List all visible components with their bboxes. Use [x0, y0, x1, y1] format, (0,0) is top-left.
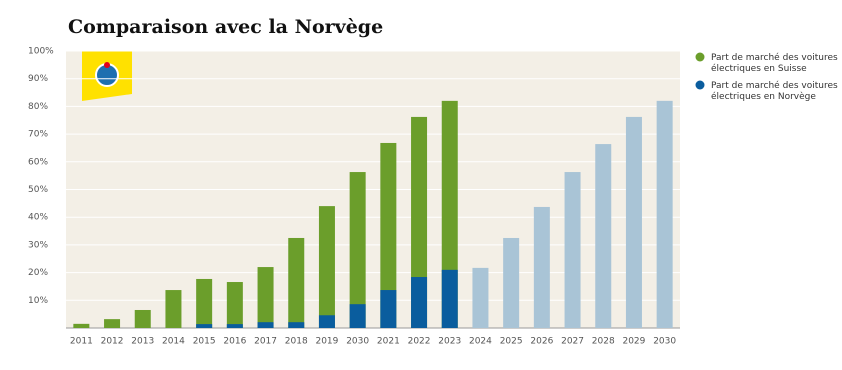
- x-tick-label: 2026: [530, 337, 553, 347]
- bar: [257, 267, 274, 328]
- bar: [318, 206, 335, 328]
- y-tick-label: 50%: [28, 185, 48, 195]
- x-tick-label: 2028: [592, 337, 615, 347]
- y-tick-label: 80%: [28, 102, 48, 112]
- bar: [411, 277, 428, 328]
- x-tick-label: 2013: [131, 337, 154, 347]
- bar: [411, 116, 428, 329]
- x-tick-label: 2011: [70, 337, 93, 347]
- bar: [257, 322, 274, 328]
- bar: [441, 269, 458, 328]
- chart-title: Comparaison avec la Norvège: [68, 16, 383, 38]
- y-tick-label: 10%: [28, 296, 48, 306]
- bar: [380, 142, 397, 328]
- x-tick-label: 2029: [622, 337, 645, 347]
- x-tick-label: 2022: [408, 337, 431, 347]
- bar: [196, 278, 213, 328]
- y-tick-label: 60%: [28, 157, 48, 167]
- y-tick-label: 40%: [28, 213, 48, 223]
- bar: [533, 206, 550, 328]
- x-tick-label: 2021: [377, 337, 400, 347]
- bar: [104, 319, 121, 328]
- bar: [318, 315, 335, 328]
- bar: [288, 322, 305, 328]
- bar: [503, 237, 520, 328]
- x-tick-label: 2024: [469, 337, 492, 347]
- x-tick-label: 2027: [561, 337, 584, 347]
- x-tick-label: 2012: [101, 337, 124, 347]
- bar: [472, 267, 489, 328]
- legend-marker: [695, 52, 705, 62]
- x-tick-label: 2030: [346, 337, 369, 347]
- y-tick-label: 70%: [28, 130, 48, 140]
- bar: [349, 304, 366, 328]
- bar: [564, 172, 581, 328]
- bar: [595, 144, 612, 328]
- legend-marker: [695, 80, 705, 90]
- bar: [656, 100, 673, 328]
- bar: [165, 290, 182, 328]
- y-tick-label: 100%: [28, 47, 54, 57]
- logo: [82, 51, 132, 101]
- bar: [288, 237, 305, 328]
- y-tick-label: 30%: [28, 240, 48, 250]
- x-tick-label: 2014: [162, 337, 185, 347]
- bar: [226, 324, 243, 328]
- bar: [134, 309, 151, 328]
- bar: [73, 323, 90, 328]
- y-tick-label: 90%: [28, 74, 48, 84]
- x-tick-label: 2018: [285, 337, 308, 347]
- x-tick-label: 2017: [254, 337, 277, 347]
- x-tick-label: 2023: [438, 337, 461, 347]
- bar: [380, 290, 397, 328]
- legend-label: Part de marché des voitures électriques e…: [711, 80, 838, 102]
- y-tick-label: 20%: [28, 268, 48, 278]
- x-tick-label: 2030: [653, 337, 676, 347]
- x-tick-label: 2025: [500, 337, 523, 347]
- bar: [625, 116, 642, 329]
- legend-label: Part de marché des voitures électriques e…: [711, 52, 838, 74]
- x-tick-label: 2019: [315, 337, 338, 347]
- bar: [226, 282, 243, 328]
- x-tick-label: 2015: [193, 337, 216, 347]
- x-tick-label: 2016: [223, 337, 246, 347]
- bar: [196, 324, 213, 328]
- bar: [349, 172, 366, 328]
